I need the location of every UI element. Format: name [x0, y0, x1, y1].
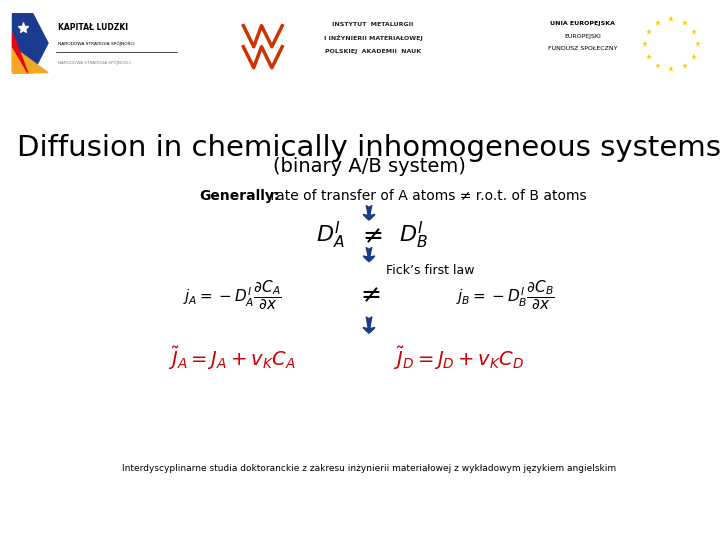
Text: Diffusion in chemically inhomogeneous systems: Diffusion in chemically inhomogeneous sy… [17, 134, 720, 162]
Text: rate of transfer of A atoms ≠ r.o.t. of B atoms: rate of transfer of A atoms ≠ r.o.t. of … [266, 189, 587, 203]
Polygon shape [12, 14, 48, 73]
Text: Generally:: Generally: [199, 189, 279, 203]
Text: (binary A/B system): (binary A/B system) [273, 157, 465, 176]
Text: EUROPEJSKI: EUROPEJSKI [564, 33, 601, 39]
Text: $j_B = -D_B^I\dfrac{\partial C_B}{\partial x}$: $j_B = -D_B^I\dfrac{\partial C_B}{\parti… [456, 279, 555, 312]
Text: I INŻYNIERII MATERIAŁOWEJ: I INŻYNIERII MATERIAŁOWEJ [323, 35, 423, 41]
Text: $D_A^I$: $D_A^I$ [315, 220, 344, 251]
Text: Fick’s first law: Fick’s first law [386, 264, 474, 277]
Text: Interdyscyplinarne studia doktoranckie z zakresu inżynierii materiałowej z wykła: Interdyscyplinarne studia doktoranckie z… [122, 464, 616, 474]
Polygon shape [12, 47, 48, 73]
Polygon shape [12, 32, 27, 73]
Text: $\tilde{J}_D = J_D + v_K C_D$: $\tilde{J}_D = J_D + v_K C_D$ [392, 345, 524, 372]
Text: $\neq$: $\neq$ [358, 224, 383, 248]
Text: $D_B^I$: $D_B^I$ [399, 220, 428, 251]
Text: INSTYTUT  METALURGII: INSTYTUT METALURGII [332, 23, 414, 28]
Text: FUNDUSZ SPOŁECZNY: FUNDUSZ SPOŁECZNY [548, 46, 618, 51]
Text: POLSKIEJ  AKADEMII  NAUK: POLSKIEJ AKADEMII NAUK [325, 49, 421, 54]
Text: UNIA EUROPEJSKA: UNIA EUROPEJSKA [550, 21, 616, 26]
Text: NARODOWA STRATEGIA SPÓJNOŚCI: NARODOWA STRATEGIA SPÓJNOŚCI [58, 60, 131, 65]
Text: $j_A = -D_A^I\dfrac{\partial C_A}{\partial x}$: $j_A = -D_A^I\dfrac{\partial C_A}{\parti… [183, 279, 282, 312]
Text: NARODOWA STRATEGIA SPÓJNOŚCI: NARODOWA STRATEGIA SPÓJNOŚCI [58, 41, 135, 45]
Text: $\tilde{J}_A = J_A + v_K C_A$: $\tilde{J}_A = J_A + v_K C_A$ [168, 345, 296, 372]
Bar [238, 15, 285, 71]
Text: $\neq$: $\neq$ [356, 283, 382, 307]
Text: KAPITAŁ LUDZKI: KAPITAŁ LUDZKI [58, 23, 128, 32]
